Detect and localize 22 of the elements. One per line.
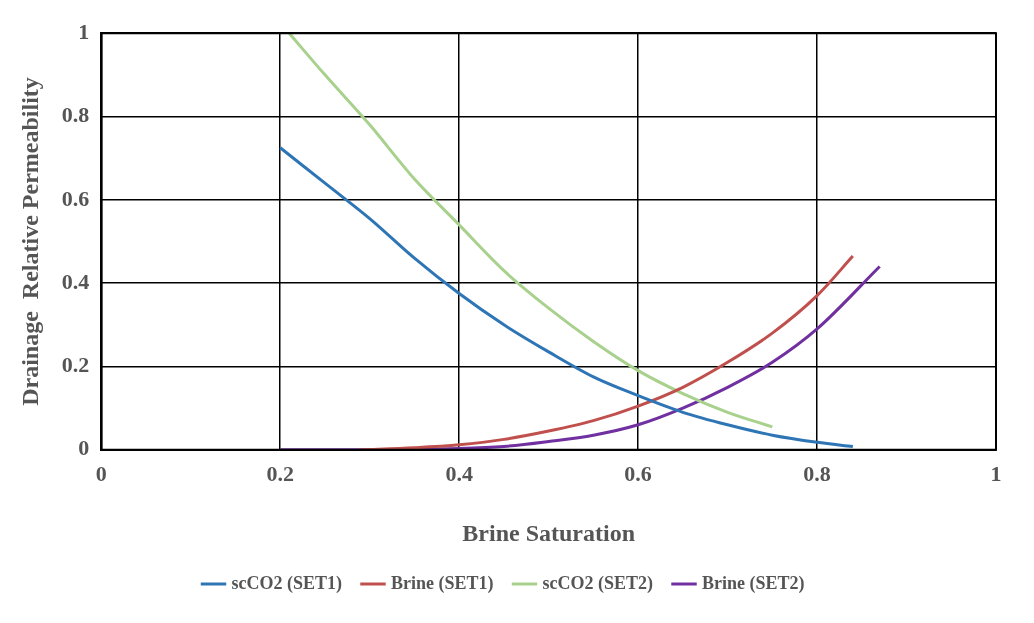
line-series xyxy=(278,265,882,450)
y-tick-label: 0.4 xyxy=(61,268,90,294)
y-tick-label: 0.8 xyxy=(61,102,90,128)
y-axis-title: Drainage Relative Permeability xyxy=(16,77,43,406)
line-series xyxy=(287,33,774,429)
x-axis-title: Brine Saturation xyxy=(462,519,635,546)
line-series xyxy=(359,254,855,450)
legend-label: Brine (SET1) xyxy=(390,572,494,594)
legend-label: scCO2 (SET2) xyxy=(542,572,654,594)
x-tick-label: 0.4 xyxy=(445,460,473,486)
line-series xyxy=(278,146,855,448)
x-tick-label: 0.2 xyxy=(266,460,294,486)
y-tick-label: 0.6 xyxy=(61,185,90,211)
y-tick-label: 0.2 xyxy=(61,352,90,378)
y-tick-label: 1 xyxy=(78,18,90,44)
legend-label: scCO2 (SET1) xyxy=(231,572,342,594)
x-tick-label: 0 xyxy=(95,460,107,486)
x-tick-label: 1 xyxy=(990,460,1002,486)
x-tick-label: 0.8 xyxy=(803,460,831,486)
legend-label: Brine (SET2) xyxy=(702,572,805,594)
y-tick-label: 0 xyxy=(78,435,90,461)
x-tick-label: 0.6 xyxy=(624,460,652,486)
